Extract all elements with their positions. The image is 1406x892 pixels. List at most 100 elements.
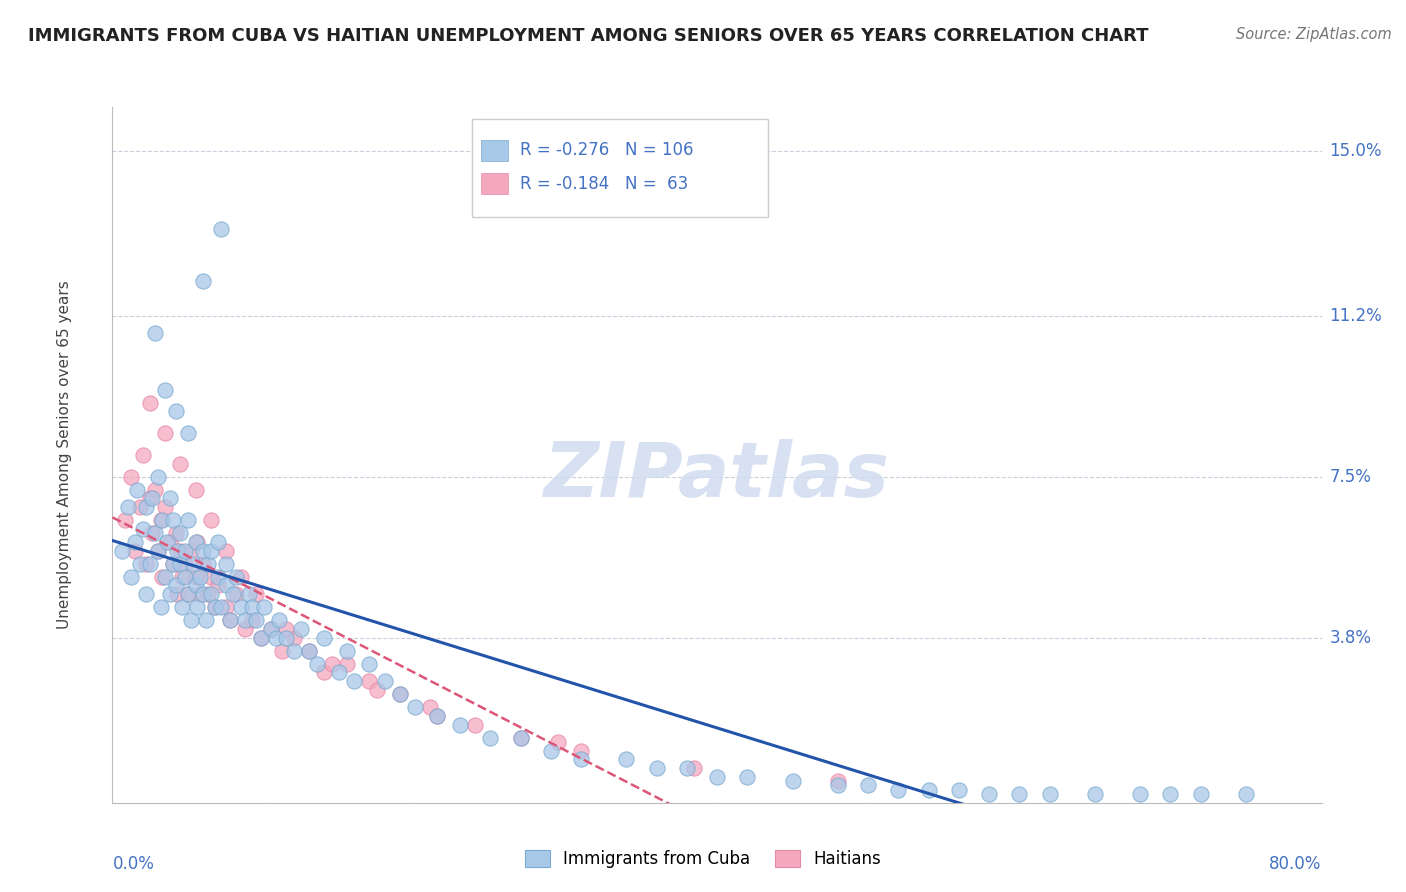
Point — [135, 557, 157, 571]
Point — [110, 543, 132, 558]
Point — [156, 535, 179, 549]
Point — [197, 587, 219, 601]
Point — [1189, 787, 1212, 801]
Point — [215, 578, 238, 592]
Point — [120, 570, 142, 584]
Point — [143, 483, 166, 497]
Text: 7.5%: 7.5% — [1329, 467, 1371, 485]
Point — [321, 657, 343, 671]
Point — [200, 570, 222, 584]
Point — [143, 526, 166, 541]
Point — [569, 744, 592, 758]
Point — [1159, 787, 1181, 801]
Point — [283, 631, 305, 645]
Point — [191, 557, 214, 571]
Point — [188, 570, 211, 584]
Point — [215, 600, 238, 615]
Point — [314, 631, 336, 645]
Point — [569, 752, 592, 766]
Point — [683, 761, 706, 775]
Point — [290, 622, 312, 636]
Point — [166, 587, 188, 601]
Point — [706, 770, 728, 784]
Point — [184, 578, 207, 592]
Point — [359, 657, 381, 671]
Point — [169, 457, 191, 471]
Point — [169, 543, 191, 558]
Point — [219, 613, 242, 627]
Point — [267, 613, 290, 627]
Point — [479, 731, 502, 745]
Point — [135, 587, 157, 601]
Point — [215, 557, 238, 571]
Point — [540, 744, 562, 758]
Point — [184, 535, 207, 549]
Point — [162, 557, 184, 571]
Point — [128, 557, 150, 571]
Text: R = -0.276   N = 106: R = -0.276 N = 106 — [520, 141, 693, 159]
Point — [165, 404, 187, 418]
Point — [162, 513, 184, 527]
Point — [200, 543, 222, 558]
Point — [977, 787, 1000, 801]
Point — [150, 513, 173, 527]
Point — [186, 600, 208, 615]
Point — [225, 587, 247, 601]
Point — [155, 500, 177, 514]
Point — [1038, 787, 1062, 801]
Point — [159, 587, 181, 601]
Text: IMMIGRANTS FROM CUBA VS HAITIAN UNEMPLOYMENT AMONG SENIORS OVER 65 YEARS CORRELA: IMMIGRANTS FROM CUBA VS HAITIAN UNEMPLOY… — [28, 27, 1149, 45]
Point — [124, 543, 146, 558]
Point — [125, 483, 148, 497]
Point — [235, 613, 257, 627]
Point — [737, 770, 759, 784]
Point — [374, 674, 396, 689]
Point — [918, 782, 941, 797]
Point — [181, 557, 204, 571]
Point — [169, 526, 191, 541]
Point — [184, 483, 207, 497]
Point — [174, 570, 197, 584]
Text: 80.0%: 80.0% — [1270, 855, 1322, 873]
FancyBboxPatch shape — [472, 120, 769, 217]
Point — [547, 735, 569, 749]
Point — [827, 774, 849, 789]
Point — [298, 643, 321, 657]
Point — [1084, 787, 1107, 801]
Point — [166, 543, 188, 558]
Point — [165, 526, 187, 541]
Point — [177, 426, 200, 441]
Point — [827, 778, 849, 792]
Point — [120, 469, 142, 483]
Point — [1129, 787, 1152, 801]
Point — [270, 643, 292, 657]
Point — [1234, 787, 1257, 801]
Point — [150, 570, 173, 584]
Point — [298, 643, 321, 657]
Point — [645, 761, 668, 775]
Point — [225, 570, 247, 584]
Point — [191, 587, 214, 601]
Text: 0.0%: 0.0% — [112, 855, 155, 873]
Point — [336, 643, 359, 657]
Point — [207, 535, 229, 549]
Point — [229, 570, 252, 584]
Text: 15.0%: 15.0% — [1329, 142, 1382, 160]
Point — [856, 778, 880, 792]
Point — [165, 578, 187, 592]
Point — [117, 500, 139, 514]
Point — [249, 631, 271, 645]
Point — [219, 613, 242, 627]
Point — [128, 500, 150, 514]
Point — [159, 491, 181, 506]
Point — [238, 587, 260, 601]
Point — [132, 448, 155, 462]
Point — [155, 383, 177, 397]
Point — [139, 396, 162, 410]
Point — [146, 543, 169, 558]
Point — [245, 587, 267, 601]
Point — [124, 535, 146, 549]
Point — [177, 587, 200, 601]
Point — [169, 557, 191, 571]
Point — [114, 513, 136, 527]
